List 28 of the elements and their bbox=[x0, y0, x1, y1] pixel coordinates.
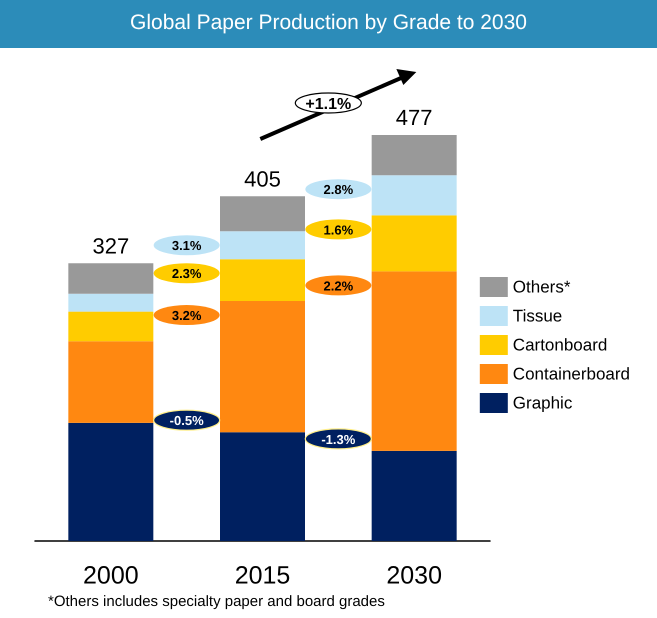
legend-label: Others* bbox=[512, 278, 571, 296]
annotation: 1.6% bbox=[324, 222, 354, 238]
bar bbox=[372, 450, 457, 541]
text: *Others includes specialty paper and board grades bbox=[48, 593, 385, 610]
legend-label: Graphic bbox=[512, 394, 573, 412]
annotation: 2.8% bbox=[324, 182, 354, 198]
bar bbox=[68, 341, 154, 423]
text: +1.1% bbox=[305, 96, 352, 113]
annotation: 327 bbox=[92, 233, 130, 258]
x-tick-label: 2030 bbox=[386, 562, 442, 590]
annotation: 477 bbox=[396, 105, 433, 130]
annotation: 3.2% bbox=[172, 308, 202, 324]
legend-label: Tissue bbox=[512, 306, 562, 326]
x-tick-label: 2000 bbox=[83, 562, 139, 590]
chart-title: Global Paper Production by Grade to 2030 bbox=[130, 11, 527, 34]
legend-label: Cartonboard bbox=[512, 336, 608, 354]
annotation: 2.2% bbox=[324, 278, 354, 294]
x-tick-label: 2015 bbox=[234, 562, 290, 590]
bar bbox=[372, 135, 457, 176]
annotation: 405 bbox=[244, 166, 281, 192]
legend-label: Containerboard bbox=[512, 364, 630, 384]
bar bbox=[220, 196, 305, 232]
bar bbox=[68, 294, 154, 312]
annotation: 3.1% bbox=[172, 238, 202, 254]
bar bbox=[68, 312, 154, 342]
annotation: -1.3% bbox=[321, 432, 356, 447]
annotation: -0.5% bbox=[170, 413, 204, 428]
annotation: 2.3% bbox=[172, 266, 202, 282]
